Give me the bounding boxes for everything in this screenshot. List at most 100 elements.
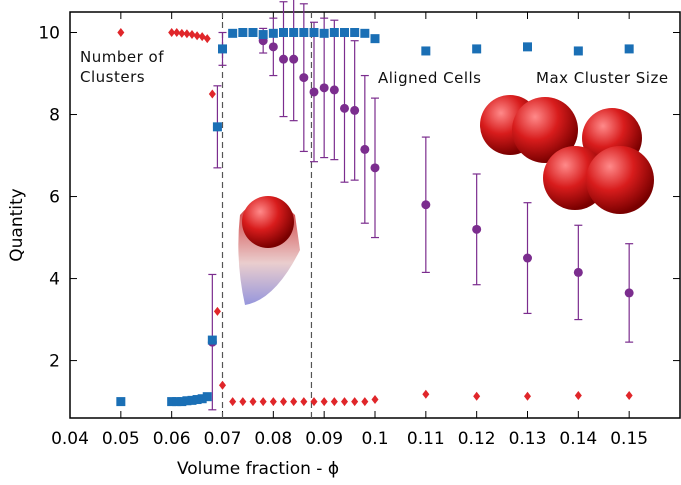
point xyxy=(330,397,338,407)
point xyxy=(228,28,238,38)
point xyxy=(178,28,186,38)
x-tick-label: 0.05 xyxy=(102,429,140,449)
point xyxy=(182,396,192,406)
point xyxy=(202,392,212,402)
x-tick-label: 0.15 xyxy=(610,429,648,449)
point xyxy=(268,28,278,38)
point xyxy=(625,390,633,400)
point xyxy=(187,395,197,405)
point xyxy=(361,397,369,407)
point xyxy=(472,224,482,234)
y-tick-label: 2 xyxy=(49,352,60,372)
point xyxy=(351,397,359,407)
x-tick-label: 0.13 xyxy=(509,429,547,449)
point xyxy=(117,28,125,38)
point xyxy=(193,31,201,41)
point xyxy=(289,28,299,38)
x-axis-label: Volume fraction - ϕ xyxy=(177,459,339,479)
x-tick-label: 0.08 xyxy=(254,429,292,449)
cluster-illustration xyxy=(238,196,300,305)
point xyxy=(370,34,380,44)
point xyxy=(177,397,187,407)
y-tick-label: 8 xyxy=(49,106,60,126)
point xyxy=(258,30,268,40)
x-tick-label: 0.1 xyxy=(361,429,388,449)
point xyxy=(310,397,318,407)
point xyxy=(290,397,298,407)
point xyxy=(472,44,482,54)
point xyxy=(573,46,583,56)
point xyxy=(340,103,349,113)
point xyxy=(421,200,431,210)
point xyxy=(371,395,379,405)
point xyxy=(208,89,216,99)
point xyxy=(309,28,319,38)
x-tick-label: 0.09 xyxy=(305,429,343,449)
point xyxy=(229,397,237,407)
point xyxy=(197,394,207,404)
point xyxy=(360,144,370,154)
point xyxy=(350,105,360,115)
point xyxy=(212,122,222,132)
x-tick-label: 0.04 xyxy=(51,429,89,449)
series-label: Max Cluster Size xyxy=(536,69,669,87)
point xyxy=(422,389,430,399)
point xyxy=(173,28,181,38)
x-tick-label: 0.12 xyxy=(458,429,496,449)
point xyxy=(269,397,277,407)
point xyxy=(329,28,339,38)
point xyxy=(523,253,532,263)
point xyxy=(473,391,481,401)
point xyxy=(248,28,258,38)
series-label: Aligned Cells xyxy=(378,69,482,87)
point xyxy=(574,390,582,400)
point xyxy=(341,397,348,407)
point xyxy=(319,28,329,38)
x-tick-label: 0.14 xyxy=(559,429,597,449)
point xyxy=(279,28,288,38)
y-tick-label: 10 xyxy=(38,24,60,44)
x-tick-label: 0.07 xyxy=(204,429,242,449)
point xyxy=(299,28,309,38)
series-label: Number of Clusters xyxy=(80,48,164,86)
point xyxy=(203,34,211,44)
point xyxy=(421,46,431,56)
point xyxy=(167,397,177,407)
point xyxy=(238,28,248,38)
point xyxy=(300,397,308,407)
y-tick-label: 4 xyxy=(49,270,60,290)
point xyxy=(183,29,191,39)
point xyxy=(192,395,202,405)
x-tick-label: 0.11 xyxy=(407,429,445,449)
point xyxy=(624,44,634,54)
point xyxy=(172,397,182,407)
point xyxy=(188,30,196,40)
point xyxy=(319,83,329,93)
point xyxy=(523,42,532,52)
x-tick-label: 0.06 xyxy=(153,429,191,449)
point xyxy=(168,28,176,38)
point xyxy=(309,87,319,97)
point xyxy=(370,163,380,173)
point xyxy=(524,391,531,401)
point xyxy=(289,54,299,64)
point xyxy=(239,397,247,407)
point xyxy=(320,397,328,407)
point xyxy=(218,44,227,54)
cluster-illustration xyxy=(480,95,654,214)
point xyxy=(268,42,278,52)
point xyxy=(340,28,349,38)
point xyxy=(299,73,309,83)
point xyxy=(259,397,267,407)
y-axis-label: Quantity xyxy=(7,188,27,261)
point xyxy=(219,380,226,390)
y-tick-label: 6 xyxy=(49,188,60,208)
point xyxy=(213,306,221,316)
point xyxy=(573,267,583,277)
point xyxy=(249,397,257,407)
point xyxy=(329,85,339,95)
point xyxy=(116,397,126,407)
point xyxy=(279,54,288,64)
